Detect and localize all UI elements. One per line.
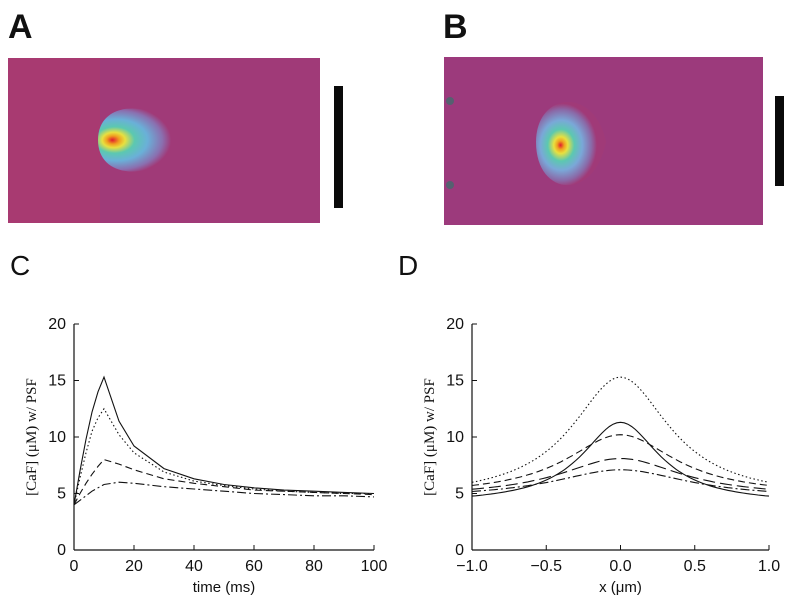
x-tick-label: 1.0 xyxy=(758,558,780,575)
y-tick-label: 20 xyxy=(446,316,464,333)
x-tick-label: 100 xyxy=(361,558,388,575)
calcium-spark-blob xyxy=(98,108,193,172)
fluorescence-image-a xyxy=(8,58,320,223)
series-line-dashdot xyxy=(471,469,770,493)
y-tick-label: 0 xyxy=(455,542,464,559)
y-tick-label: 5 xyxy=(57,486,66,503)
panel-label-a: A xyxy=(8,8,33,46)
series-line-dashdot xyxy=(73,481,375,506)
panel-label-c: C xyxy=(10,250,31,281)
x-tick-label: 0.0 xyxy=(609,558,631,575)
y-tick-label: 5 xyxy=(455,486,464,503)
x-tick-label: 0 xyxy=(70,558,79,575)
series-line-solid xyxy=(471,421,770,497)
series-line-longdash xyxy=(471,457,770,490)
series-line-dashed xyxy=(73,458,375,506)
x-tick-label: 20 xyxy=(125,558,143,575)
x-axis-title: x (μm) xyxy=(599,579,642,596)
panel-label-d: D xyxy=(398,250,419,281)
x-tick-label: −1.0 xyxy=(456,558,488,575)
y-tick-label: 20 xyxy=(48,316,66,333)
y-tick-label: 0 xyxy=(57,542,66,559)
scale-bar-a xyxy=(334,86,343,208)
y-tick-label: 15 xyxy=(446,373,464,390)
scale-bar-b xyxy=(775,96,784,186)
x-axis-title: time (ms) xyxy=(193,579,256,596)
y-tick-label: 15 xyxy=(48,373,66,390)
chart-d: −1.0 −0.5 0.0 0.5 1.0 0 5 10 15 20 x (μm) [CaF] (μM… xyxy=(422,316,780,596)
x-tick-label: 60 xyxy=(245,558,263,575)
fluorescence-image-b xyxy=(444,57,763,225)
x-tick-label: 0.5 xyxy=(684,558,706,575)
series-line-solid xyxy=(73,375,375,505)
series-line-dotted xyxy=(73,407,374,505)
series-line-dashed xyxy=(471,434,770,487)
calcium-spark-blob xyxy=(536,101,606,186)
chart-c: 0 20 40 60 80 100 0 5 10 15 20 time (ms) [CaF] (μM) … xyxy=(24,316,388,596)
y-tick-label: 10 xyxy=(48,429,66,446)
y-tick-label: 10 xyxy=(446,429,464,446)
x-tick-label: 40 xyxy=(185,558,203,575)
x-tick-label: −0.5 xyxy=(530,558,562,575)
x-tick-label: 80 xyxy=(305,558,323,575)
panel-label-b: B xyxy=(443,8,468,46)
y-axis-title: [CaF] (μM) w/ PSF xyxy=(422,378,438,496)
y-axis-title: [CaF] (μM) w/ PSF xyxy=(24,378,40,496)
series-line-dotted xyxy=(471,376,770,483)
